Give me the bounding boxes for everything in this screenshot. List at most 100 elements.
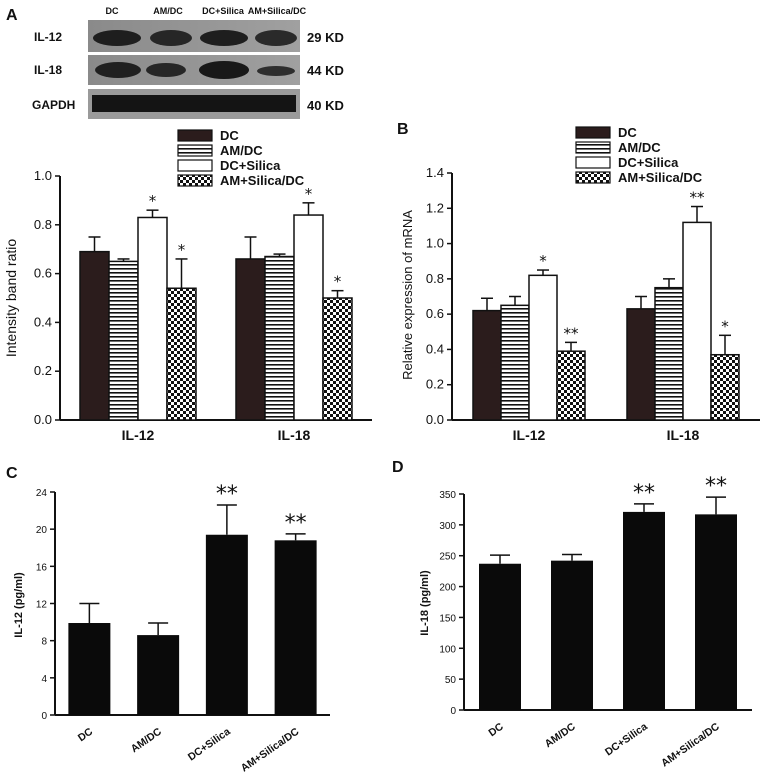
- panel-letter-b: B: [397, 121, 409, 138]
- bar: [500, 304, 530, 421]
- significance-mark: *: [721, 317, 729, 335]
- bar: [293, 214, 324, 421]
- blot-lane-label: AM+Silica/DC: [248, 6, 307, 16]
- bar: [710, 353, 740, 421]
- y-tick-label: 200: [439, 583, 456, 594]
- x-category-label: DC: [76, 725, 96, 744]
- y-tick-label: 24: [36, 488, 48, 499]
- legend-label: DC: [220, 128, 239, 143]
- significance-mark: *: [305, 185, 313, 203]
- y-tick-label: 250: [439, 552, 456, 563]
- chart-d: 0 50 100 150 200 250 300 350 IL-18 (pg/ml) DC AM/D…: [419, 474, 752, 769]
- bar: [623, 511, 665, 710]
- y-tick-label: 50: [445, 675, 457, 686]
- significance-mark: **: [705, 474, 727, 499]
- legend-label: AM/DC: [618, 140, 661, 155]
- bar: [654, 286, 684, 421]
- x-category-label: AM+Silica/DC: [659, 720, 722, 769]
- x-category-label: DC+Silica: [186, 726, 233, 764]
- y-tick-label: 0.8: [426, 271, 444, 286]
- significance-mark: *: [149, 192, 157, 210]
- bar: [479, 563, 521, 710]
- y-tick-label: 12: [36, 600, 48, 611]
- y-tick-label: 0: [41, 711, 47, 722]
- significance-mark: *: [539, 252, 547, 270]
- bar: [626, 308, 656, 421]
- bar: [108, 260, 139, 421]
- y-axis-label: Intensity band ratio: [3, 239, 19, 358]
- x-category-label: DC: [486, 720, 506, 739]
- y-tick-label: 4: [41, 674, 47, 685]
- blot-protein-label: IL-18: [34, 63, 62, 77]
- legend-swatch: [575, 156, 611, 169]
- chart-c: 0 4 8 12 16 20 24 IL-12 (pg/ml) DC AM/DC ** DC+Sili…: [13, 482, 330, 774]
- bar: [682, 221, 712, 421]
- legend-swatch: [575, 126, 611, 139]
- blot-protein-label: GAPDH: [32, 98, 75, 112]
- x-category-label: AM+Silica/DC: [239, 725, 302, 774]
- legend-swatch: [177, 174, 213, 187]
- blot-lane-label: DC+Silica: [202, 6, 245, 16]
- significance-mark: **: [285, 511, 307, 536]
- y-tick-label: 1.4: [426, 165, 444, 180]
- y-tick-label: 1.2: [426, 200, 444, 215]
- legend-swatch: [177, 159, 213, 172]
- legend-swatch: [575, 171, 611, 184]
- y-tick-label: 0.4: [34, 314, 52, 329]
- bar: [79, 250, 110, 421]
- blot-row-gapdh: GAPDH 40 KD: [32, 89, 344, 119]
- y-axis-label: IL-18 (pg/ml): [419, 570, 431, 636]
- y-tick-label: 0.8: [34, 217, 52, 232]
- y-tick-label: 0.6: [34, 266, 52, 281]
- panel-letter-a: A: [6, 7, 18, 24]
- blot-protein-label: IL-12: [34, 30, 62, 44]
- bar: [264, 255, 295, 421]
- bar: [528, 274, 558, 421]
- bar: [235, 258, 266, 421]
- legend-label: AM/DC: [220, 143, 263, 158]
- legend-label: DC: [618, 125, 637, 140]
- y-tick-label: 0.2: [426, 377, 444, 392]
- western-blot: DC AM/DC DC+Silica AM+Silica/DC IL-12 29…: [32, 6, 344, 119]
- blot-lane-label: AM/DC: [153, 6, 183, 16]
- panel-letter-d: D: [392, 459, 404, 476]
- legend-label: AM+Silica/DC: [618, 170, 703, 185]
- x-category-label: IL-18: [278, 427, 311, 443]
- bar: [274, 540, 317, 715]
- y-tick-label: 100: [439, 644, 456, 655]
- bar: [205, 534, 248, 715]
- bar: [472, 309, 502, 421]
- blot-row-il18: IL-18 44 KD: [34, 55, 344, 85]
- y-tick-label: 20: [36, 525, 48, 536]
- y-tick-label: 1.0: [34, 168, 52, 183]
- y-tick-label: 300: [439, 521, 456, 532]
- y-tick-label: 8: [41, 637, 47, 648]
- significance-mark: **: [216, 482, 238, 507]
- x-category-label: AM/DC: [543, 720, 578, 750]
- significance-mark: **: [690, 189, 706, 207]
- x-category-label: IL-12: [122, 427, 155, 443]
- bar: [695, 514, 737, 710]
- y-tick-label: 0.2: [34, 363, 52, 378]
- x-category-label: DC+Silica: [603, 721, 650, 759]
- significance-mark: **: [633, 481, 655, 506]
- y-tick-label: 0.0: [426, 412, 444, 427]
- significance-mark: **: [564, 324, 580, 342]
- blot-row-il12: IL-12 29 KD: [34, 20, 344, 52]
- y-tick-label: 1.0: [426, 236, 444, 251]
- y-tick-label: 0: [450, 706, 456, 717]
- legend-swatch: [177, 129, 213, 142]
- bar: [137, 635, 180, 715]
- blot-kd-label: 29 KD: [307, 30, 344, 45]
- bar: [68, 623, 111, 715]
- blot-kd-label: 44 KD: [307, 63, 344, 78]
- y-tick-label: 0.4: [426, 341, 444, 356]
- chart-b: 0.0 0.2 0.4 0.6 0.8 1.0 1.2 1.4 Relative express…: [400, 125, 760, 443]
- y-tick-label: 150: [439, 613, 456, 624]
- y-axis-label: Relative expression of mRNA: [400, 210, 415, 380]
- y-tick-label: 16: [36, 562, 48, 573]
- x-category-label: AM/DC: [129, 725, 164, 755]
- y-tick-label: 0.6: [426, 306, 444, 321]
- significance-mark: *: [178, 241, 186, 259]
- bar: [137, 216, 168, 421]
